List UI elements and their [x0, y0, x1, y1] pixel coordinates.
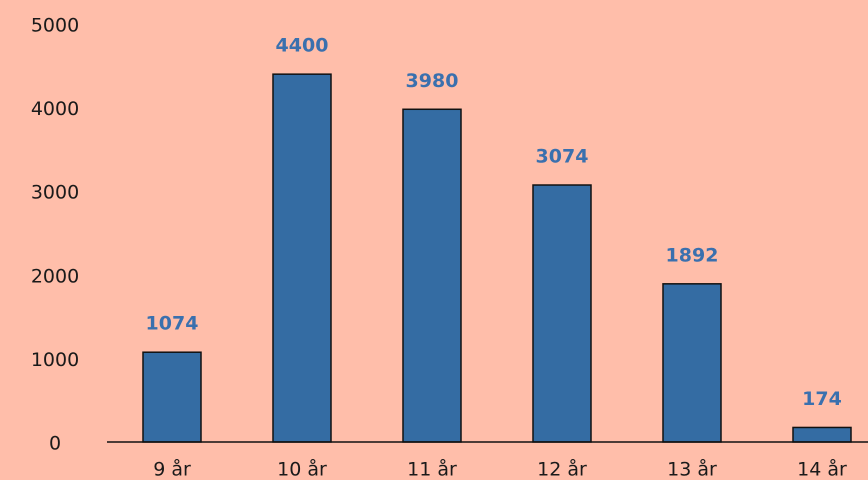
- y-tick-label: 4000: [31, 98, 79, 120]
- x-tick-label: 12 år: [537, 458, 587, 480]
- bar: [142, 351, 202, 443]
- y-tick-label: 5000: [31, 15, 79, 37]
- value-label: 4400: [276, 35, 329, 57]
- bar: [662, 283, 722, 443]
- x-tick-label: 9 år: [153, 458, 191, 480]
- x-tick-label: 14 år: [797, 458, 847, 480]
- value-label: 1074: [146, 313, 199, 335]
- value-label: 174: [802, 388, 842, 410]
- y-tick-label: 1000: [31, 349, 79, 371]
- bar: [272, 73, 332, 443]
- x-tick-label: 13 år: [667, 458, 717, 480]
- y-tick-label: 0: [49, 433, 61, 455]
- bar: [402, 108, 462, 443]
- value-label: 3074: [536, 146, 589, 168]
- y-tick-label: 3000: [31, 182, 79, 204]
- x-tick-label: 10 år: [277, 458, 327, 480]
- bar: [792, 426, 852, 443]
- bar: [532, 184, 592, 443]
- y-tick-label: 2000: [31, 265, 79, 287]
- value-label: 1892: [666, 244, 719, 266]
- x-tick-label: 11 år: [407, 458, 457, 480]
- value-label: 3980: [406, 70, 459, 92]
